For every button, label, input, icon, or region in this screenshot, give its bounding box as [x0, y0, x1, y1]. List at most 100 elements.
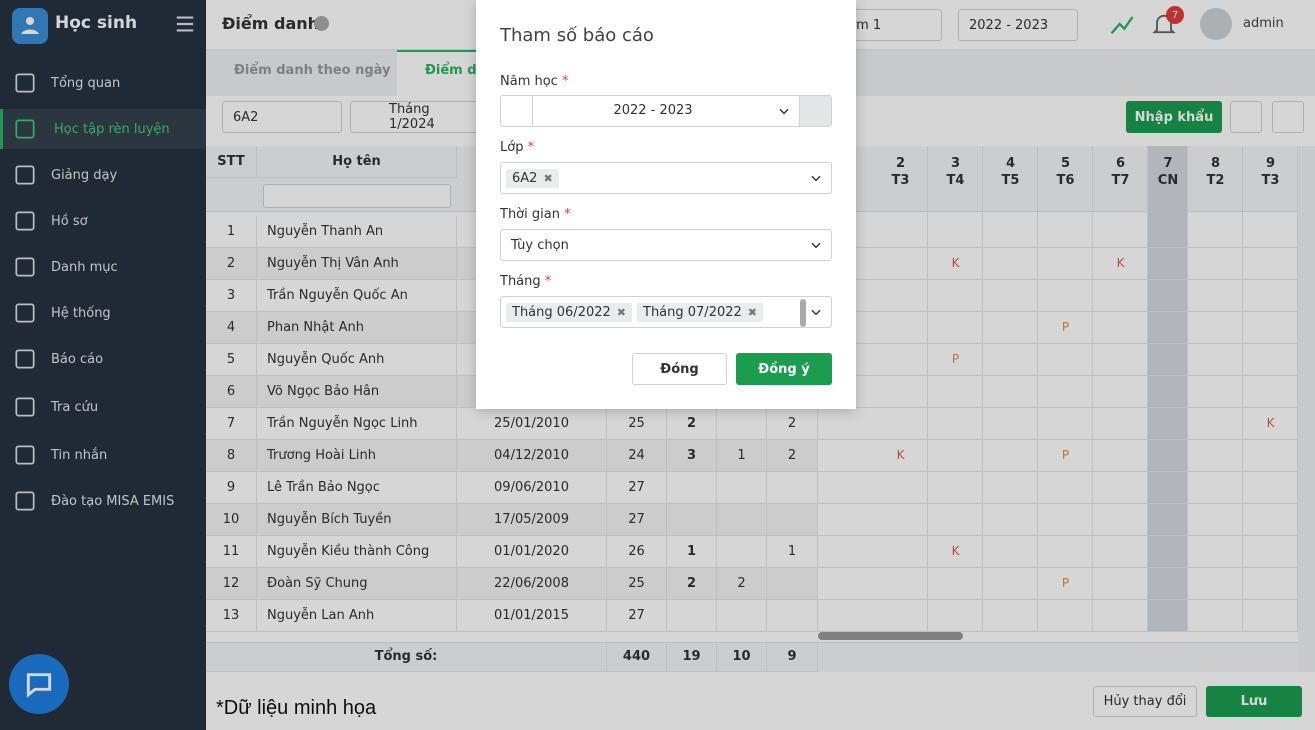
name-cell: Trương Hoài Linh: [257, 440, 457, 472]
total-value: 440: [607, 642, 667, 672]
count-cell: [717, 536, 767, 568]
time-field[interactable]: Tùy chọn: [500, 229, 832, 261]
menu-item[interactable]: Đào tạo MISA EMIS: [51, 493, 175, 509]
year-select[interactable]: 2022 - 2023: [958, 9, 1078, 41]
count-cell: 1: [767, 536, 818, 568]
save-button[interactable]: Lưu: [1206, 686, 1302, 717]
filter-input[interactable]: [263, 184, 451, 208]
row-line: [818, 311, 1298, 312]
prev-year[interactable]: [501, 96, 533, 126]
search-text: rm 1: [851, 17, 882, 33]
menu-icon-svg: [15, 165, 35, 185]
attendance-mark: P: [1061, 320, 1070, 334]
menu-icon-svg: [15, 119, 35, 139]
class-tag[interactable]: 6A2 ✖: [506, 168, 559, 188]
dob-cell: 01/01/2020: [457, 536, 607, 568]
chevron[interactable]: [777, 104, 791, 118]
menu-item[interactable]: Giảng dạy: [51, 167, 118, 183]
tag-remove[interactable]: ✖: [747, 305, 757, 319]
menu-item[interactable]: Hồ sơ: [51, 213, 88, 229]
menu-icon-svg: [15, 303, 35, 323]
year-field[interactable]: 2022 - 2023: [500, 95, 832, 127]
dob-cell: 17/05/2009: [457, 504, 607, 536]
total-cell: 26: [607, 536, 667, 568]
print-button[interactable]: [1230, 101, 1262, 133]
day-number: 8: [1210, 156, 1221, 171]
menu-item[interactable]: Danh mục: [51, 259, 118, 275]
day-number: 5: [1060, 156, 1071, 171]
day-column: [983, 146, 1038, 632]
menu-item[interactable]: Tổng quan: [51, 75, 121, 91]
day-column: [1148, 146, 1188, 632]
year-text: 2022 - 2023: [969, 17, 1049, 33]
month-select[interactable]: Tháng 1/2024: [350, 101, 480, 133]
menu-icon: [12, 254, 38, 280]
month-tag[interactable]: Tháng 07/2022 ✖: [637, 302, 763, 322]
count-cell: 2: [667, 408, 717, 440]
logo-svg: [21, 17, 39, 34]
next-year[interactable]: [799, 96, 831, 126]
dob-cell: 25/01/2010: [457, 408, 607, 440]
stt-cell: 2: [206, 248, 257, 280]
user-name[interactable]: admin: [1243, 16, 1284, 31]
stt-cell: 3: [206, 280, 257, 312]
field-label: Năm học *: [500, 74, 568, 89]
menu-item[interactable]: Tin nhắn: [51, 447, 108, 463]
count-cell: [717, 472, 767, 504]
chat-button[interactable]: [9, 654, 69, 714]
menu-item[interactable]: Tra cứu: [51, 399, 99, 415]
stt-cell: 4: [206, 312, 257, 344]
v-scrollbar: [1298, 146, 1315, 672]
import-button[interactable]: Nhập khẩu: [1126, 101, 1222, 133]
tag-remove[interactable]: ✖: [616, 305, 626, 319]
total-cell: 24: [607, 440, 667, 472]
tab[interactable]: Điểm danh theo ngày: [234, 63, 391, 78]
field-label: Thời gian *: [500, 207, 571, 222]
count-cell: [767, 600, 818, 632]
menu-item[interactable]: Báo cáo: [51, 351, 104, 367]
page-title: Điểm danh: [222, 14, 320, 33]
row-line: [818, 471, 1298, 472]
count-cell: [717, 408, 767, 440]
day-number: 4: [1005, 156, 1016, 171]
menu-icon: [12, 300, 38, 326]
name-cell: Phan Nhật Anh: [257, 312, 457, 344]
tab[interactable]: Điểm da: [425, 63, 486, 78]
attendance-mark: P: [951, 352, 960, 366]
class-select[interactable]: 6A2: [222, 101, 342, 133]
chevron[interactable]: [809, 305, 823, 319]
cancel-button[interactable]: Hủy thay đổi: [1093, 686, 1197, 717]
col-header: Họ tên: [257, 146, 457, 178]
chevron[interactable]: [809, 238, 823, 252]
h-scrollbar: [818, 632, 963, 640]
count-cell: 2: [667, 568, 717, 600]
required-mark: *: [527, 140, 535, 155]
stt-cell: 1: [206, 216, 257, 248]
day-column: [1188, 146, 1243, 632]
stats-icon[interactable]: [1108, 10, 1136, 38]
month-tag[interactable]: Tháng 06/2022 ✖: [506, 302, 632, 322]
attendance-mark: P: [1061, 576, 1070, 590]
weekday: T3: [891, 173, 910, 188]
row-line: [818, 567, 1298, 568]
count-cell: [717, 504, 767, 536]
month-field[interactable]: Tháng 06/2022 ✖ Tháng 07/2022 ✖: [500, 296, 832, 328]
tag-remove[interactable]: ✖: [543, 171, 553, 185]
menu-toggle[interactable]: [174, 13, 196, 35]
required-mark: *: [561, 74, 569, 89]
count-cell: [717, 600, 767, 632]
chevron-svg: [811, 242, 821, 249]
chevron[interactable]: [809, 171, 823, 185]
class-field[interactable]: 6A2 ✖: [500, 162, 832, 194]
brand: Học sinh: [55, 13, 138, 33]
avatar: [1200, 8, 1232, 40]
ok-button[interactable]: Đồng ý: [736, 353, 832, 385]
menu-item[interactable]: Hệ thống: [51, 305, 111, 321]
stt-cell: 12: [206, 568, 257, 600]
day-column: [1093, 146, 1148, 632]
row-line: [818, 503, 1298, 504]
more-button[interactable]: [1272, 101, 1304, 133]
name-cell: Lê Trần Bảo Ngọc: [257, 472, 457, 504]
close-button[interactable]: Đóng: [632, 353, 727, 385]
